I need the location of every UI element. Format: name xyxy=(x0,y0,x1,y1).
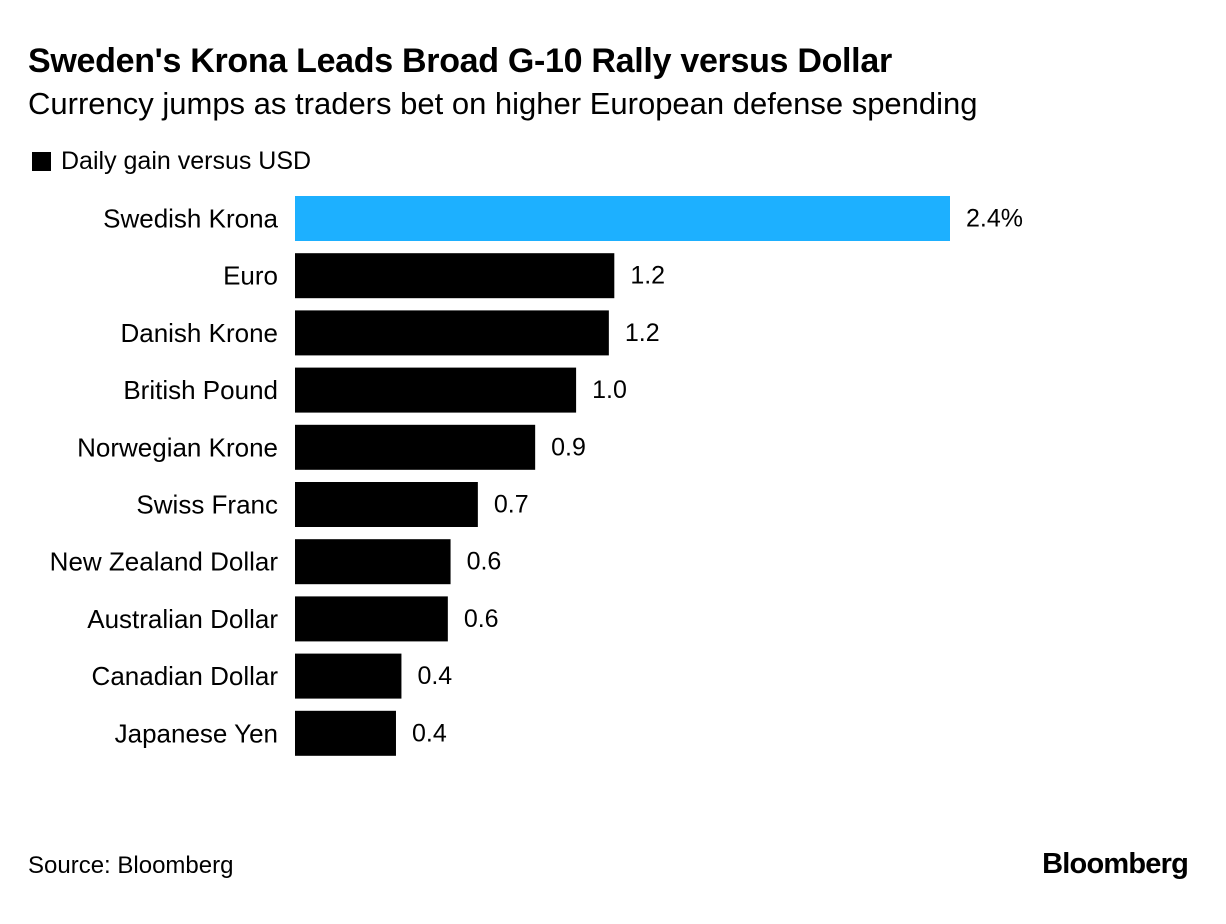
bloomberg-logo: Bloomberg xyxy=(1042,848,1189,880)
value-label: 1.2 xyxy=(625,319,660,347)
value-label: 0.6 xyxy=(464,605,499,633)
chart-title: Sweden's Krona Leads Broad G-10 Rally ve… xyxy=(28,42,892,80)
value-label: 0.4 xyxy=(417,662,452,690)
value-label: 2.4% xyxy=(966,205,1023,233)
bar-swiss-franc xyxy=(295,482,478,527)
category-label: Swedish Krona xyxy=(103,204,278,234)
category-label: New Zealand Dollar xyxy=(50,547,279,577)
category-label: Norwegian Krone xyxy=(77,432,278,462)
value-label: 0.9 xyxy=(551,433,586,461)
category-label: Australian Dollar xyxy=(87,604,278,634)
bar-chart: Swedish Krona 2.4% Euro 1.2 Danish Krone 1.2 B… xyxy=(50,196,1023,756)
chart-subtitle: Currency jumps as traders bet on higher … xyxy=(28,86,978,121)
category-label: British Pound xyxy=(123,375,278,405)
category-label: Swiss Franc xyxy=(136,490,278,520)
bar-canadian-dollar xyxy=(295,653,402,699)
value-label: 1.0 xyxy=(592,376,627,404)
bar-norwegian-krone xyxy=(295,424,536,470)
legend-swatch xyxy=(32,152,51,171)
bar-swedish-krona xyxy=(295,196,950,241)
bar-australian-dollar xyxy=(295,596,448,642)
bar-british-pound xyxy=(295,367,577,413)
category-label: Euro xyxy=(223,261,278,291)
value-label: 1.2 xyxy=(630,262,665,290)
value-label: 0.6 xyxy=(467,548,502,576)
value-label: 0.4 xyxy=(412,719,447,747)
value-label: 0.7 xyxy=(494,491,529,519)
legend: Daily gain versus USD xyxy=(32,147,311,176)
bar-japanese-yen xyxy=(295,710,396,756)
legend-label: Daily gain versus USD xyxy=(61,147,312,175)
bar-euro xyxy=(295,253,615,299)
category-label: Danish Krone xyxy=(120,318,278,348)
bar-danish-krone xyxy=(295,310,609,356)
category-label: Canadian Dollar xyxy=(92,661,279,691)
category-label: Japanese Yen xyxy=(115,718,278,748)
source-note: Source: Bloomberg xyxy=(28,852,234,879)
bar-new-zealand-dollar xyxy=(295,539,451,585)
